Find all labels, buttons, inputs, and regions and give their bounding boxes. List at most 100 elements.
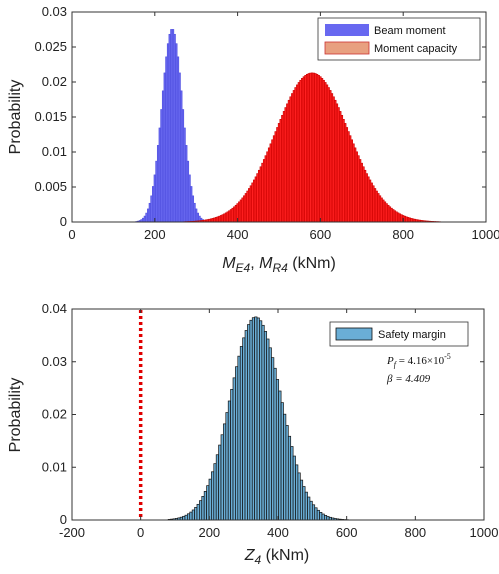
histogram-bar — [223, 423, 227, 521]
x-tick-label: 200 — [198, 525, 220, 540]
legend-swatch-beam-moment — [325, 24, 369, 36]
y-tick-label: 0.01 — [42, 459, 67, 474]
legend-swatch-moment-capacity — [324, 41, 370, 55]
chart-top: 0 200 400 600 800 1000 0 0.005 0.01 0.015 0.02 0.0… — [7, 4, 499, 275]
bottom-y-axis-label: Probability — [7, 378, 24, 453]
histogram-bar — [314, 507, 318, 521]
pf-sub: f — [394, 360, 398, 369]
histogram-bar — [201, 496, 205, 521]
x-tick-label: 400 — [267, 525, 289, 540]
bottom-x-label-z: Z — [244, 547, 256, 564]
histogram-bar — [182, 515, 186, 521]
histogram-bar — [218, 444, 222, 521]
histogram-bar — [206, 485, 210, 521]
y-tick-label: 0.02 — [42, 74, 67, 89]
y-tick-label: 0.015 — [34, 109, 67, 124]
histogram-bar — [324, 515, 328, 521]
histogram-bar — [283, 413, 287, 521]
x-tick-label: 1000 — [472, 227, 499, 242]
top-x-label-sub2: R4 — [272, 261, 288, 275]
x-tick-label: 0 — [68, 227, 75, 242]
histogram-bar — [263, 331, 268, 521]
y-tick-label: 0.005 — [34, 179, 67, 194]
histogram-bar — [196, 503, 200, 521]
x-tick-label: 600 — [336, 525, 358, 540]
histogram-bar — [266, 338, 270, 521]
histogram-bar — [268, 347, 272, 521]
bottom-bars — [167, 316, 349, 521]
histogram-bar — [225, 412, 229, 521]
top-y-axis-label: Probability — [7, 80, 24, 155]
histogram-bar — [278, 390, 282, 521]
histogram-bar — [321, 513, 325, 521]
x-tick-label: -200 — [59, 525, 85, 540]
series-moment-capacity — [183, 72, 441, 223]
histogram-bar — [237, 355, 241, 521]
top-legend: Beam moment Moment capacity — [317, 17, 481, 61]
y-tick-label: 0.02 — [42, 407, 67, 422]
histogram-bar — [232, 377, 236, 521]
histogram-bar — [249, 319, 253, 521]
histogram-bar — [215, 454, 219, 521]
legend-label-moment-capacity: Moment capacity — [374, 43, 458, 55]
legend-label-safety-margin: Safety margin — [378, 329, 446, 341]
histogram-bar — [319, 511, 323, 521]
top-y-ticks: 0 0.005 0.01 0.015 0.02 0.025 0.03 — [34, 4, 486, 229]
histogram-bar — [211, 471, 215, 521]
histogram-bar — [302, 486, 306, 521]
pf-symbol: P — [386, 355, 394, 367]
histogram-bar — [187, 513, 191, 521]
histogram-bar — [254, 316, 258, 521]
histogram-bar — [285, 425, 289, 521]
y-tick-label: 0.04 — [42, 301, 67, 316]
bottom-x-label-sub: 4 — [255, 553, 262, 567]
histogram-bar — [208, 478, 212, 521]
histogram-bar — [184, 514, 188, 521]
x-tick-label: 600 — [310, 227, 332, 242]
pf-value: = 4.16×10 — [396, 355, 445, 367]
histogram-bar — [213, 463, 217, 521]
y-tick-label: 0 — [60, 214, 67, 229]
annotation-failure-probability: Pf = 4.16×10-5 — [386, 352, 451, 369]
histogram-bar — [203, 491, 207, 521]
y-tick-label: 0 — [60, 512, 67, 527]
histogram-bar — [261, 324, 265, 521]
bottom-x-ticks: -200 0 200 400 600 800 1000 — [59, 309, 498, 540]
top-x-label-m1: M — [222, 255, 236, 272]
histogram-bar — [244, 330, 248, 521]
histogram-bar — [309, 500, 313, 521]
histogram-bar — [290, 446, 294, 521]
annotation-beta: β = 4.409 — [386, 373, 431, 385]
histogram-bar — [326, 516, 330, 521]
x-tick-label: 1000 — [470, 525, 499, 540]
bottom-legend: Safety margin — [329, 321, 469, 347]
histogram-bar — [295, 464, 299, 521]
y-tick-label: 0.01 — [42, 144, 67, 159]
top-x-ticks: 0 200 400 600 800 1000 — [68, 12, 499, 242]
histogram-bar — [189, 511, 193, 521]
y-tick-label: 0.025 — [34, 39, 67, 54]
histogram-bar — [287, 435, 292, 521]
histogram-bar — [297, 472, 301, 521]
x-tick-label: 800 — [392, 227, 414, 242]
histogram-bar — [194, 507, 198, 521]
histogram-bar — [304, 491, 308, 521]
histogram-bar — [299, 479, 304, 521]
pf-exp: -5 — [444, 352, 451, 361]
histogram-bar — [242, 337, 246, 521]
histogram-bar — [271, 357, 275, 521]
top-x-label-comma: , — [250, 255, 259, 272]
legend-label-beam-moment: Beam moment — [374, 25, 446, 37]
histogram-bar — [247, 324, 251, 521]
x-tick-label: 0 — [137, 525, 144, 540]
bottom-x-label-unit: (kNm) — [261, 547, 309, 564]
bottom-x-axis-label: Z4 (kNm) — [244, 547, 309, 567]
histogram-bar — [227, 400, 231, 521]
histogram-bar — [259, 320, 263, 521]
histogram-bar — [273, 367, 277, 521]
histogram-bar — [230, 388, 234, 521]
x-tick-label: 400 — [227, 227, 249, 242]
histogram-bar — [220, 434, 224, 521]
series-beam-moment — [135, 29, 209, 223]
